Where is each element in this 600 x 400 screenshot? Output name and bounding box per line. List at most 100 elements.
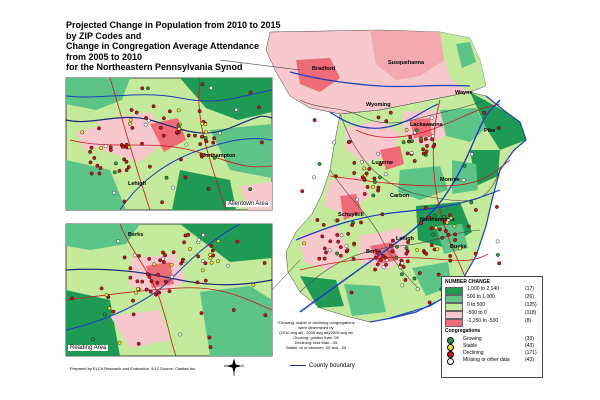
title-line: by ZIP Codes and [66, 30, 142, 41]
congregation-marker [178, 157, 183, 162]
county-label: Lehigh [396, 236, 415, 242]
county-label: Bradford [312, 66, 335, 72]
county-label: Schuylkill [338, 212, 364, 218]
inset-label-reading: Reading Area [68, 345, 109, 351]
county-label: Lackawanna [410, 122, 444, 128]
congregation-marker [373, 267, 377, 272]
congregation-marker [350, 223, 354, 227]
congregation-marker [120, 144, 125, 149]
map-title: Projected Change in Population from 2010… [66, 20, 306, 73]
legend-range-row: -500 to 0 (118) [445, 310, 542, 320]
congregation-marker [127, 145, 132, 150]
congregation-marker [164, 175, 169, 180]
congregation-marker [163, 279, 168, 284]
congregation-marker [346, 231, 351, 236]
congregation-marker [137, 253, 141, 258]
congregation-marker [197, 109, 202, 114]
congregation-marker [362, 192, 367, 196]
congregation-marker [89, 171, 94, 176]
congregation-marker [322, 246, 327, 251]
congregation-marker [124, 142, 129, 147]
congregation-marker [430, 134, 435, 139]
congregation-marker [147, 256, 152, 261]
callout-line [219, 59, 301, 71]
callout-line [271, 259, 301, 291]
inset-county-label: Berks [128, 232, 143, 238]
congregation-marker [204, 130, 209, 135]
congregation-marker [130, 126, 135, 130]
congregation-marker [152, 262, 157, 267]
legend-congregation-count: (43) [525, 356, 534, 363]
congregation-marker [473, 208, 478, 212]
congregation-marker [378, 162, 383, 167]
congregation-marker [388, 243, 393, 248]
congregation-marker [147, 274, 152, 279]
county-label: Susquehanna [388, 60, 425, 66]
compass-letter: S [233, 373, 236, 377]
congregation-marker [496, 126, 501, 130]
county-label: Pike [484, 128, 495, 134]
congregation-marker [445, 220, 450, 225]
compass-letter: N [233, 357, 236, 361]
legend-range-label: 500 to 1,000 [467, 294, 495, 301]
congregation-marker [167, 109, 172, 114]
congregation-marker [384, 262, 388, 267]
congregation-marker [469, 152, 474, 157]
congregation-marker [406, 240, 410, 245]
classification-note: *Growing, stable or declining congregati… [276, 320, 356, 350]
congregation-marker [88, 160, 93, 165]
congregation-marker [226, 263, 231, 268]
congregation-marker [102, 312, 107, 317]
congregation-marker [335, 251, 339, 256]
congregation-marker [482, 111, 486, 115]
note-line: Declining: less than -.05 [294, 340, 338, 345]
congregation-marker [381, 265, 386, 269]
congregation-marker [461, 178, 466, 183]
congregation-marker [381, 253, 385, 258]
congregation-marker [212, 155, 217, 160]
congregation-marker [375, 250, 380, 255]
congregation-marker [117, 340, 122, 345]
congregation-marker [346, 140, 351, 145]
congregation-marker [390, 249, 395, 254]
congregation-marker [136, 341, 141, 346]
legend-swatch [445, 287, 463, 296]
congregation-marker [183, 233, 188, 238]
congregation-marker [372, 176, 377, 181]
congregation-marker [371, 184, 375, 189]
congregation-marker [175, 130, 179, 135]
congregation-marker [248, 90, 253, 95]
congregation-marker [497, 261, 502, 266]
county-label: Bucks [450, 244, 467, 250]
congregation-marker [184, 142, 189, 147]
legend-range-row: 500 to 1,000 (26) [445, 294, 542, 304]
compass-icon: N S W E [224, 357, 244, 377]
legend-congregation-label: Missing or other data [463, 356, 510, 363]
legend-range-count: (17) [525, 286, 534, 293]
congregation-marker [404, 251, 409, 256]
congregation-marker [99, 286, 104, 291]
congregation-marker [367, 167, 372, 171]
congregation-marker [199, 311, 204, 315]
congregation-marker [108, 148, 113, 152]
congregation-marker [97, 126, 101, 131]
congregation-marker [431, 232, 436, 237]
congregation-marker-icon [447, 336, 454, 344]
congregation-marker [212, 136, 217, 141]
legend-swatch [445, 319, 463, 328]
congregation-marker [158, 258, 163, 263]
congregation-marker [195, 280, 200, 285]
credit-text: Prepared by ELCA Research and Evaluation… [70, 366, 197, 371]
congregation-marker [401, 265, 406, 269]
legend-congregation-label: Growing [463, 335, 482, 342]
congregation-marker [317, 161, 322, 166]
congregation-marker [263, 313, 268, 318]
congregation-marker [404, 246, 409, 251]
congregation-marker [122, 199, 127, 204]
legend-range-row: 1,000 to 2,140 (17) [445, 286, 542, 296]
congregation-marker [409, 150, 414, 155]
congregation-marker [98, 166, 103, 170]
congregation-marker [345, 248, 350, 253]
